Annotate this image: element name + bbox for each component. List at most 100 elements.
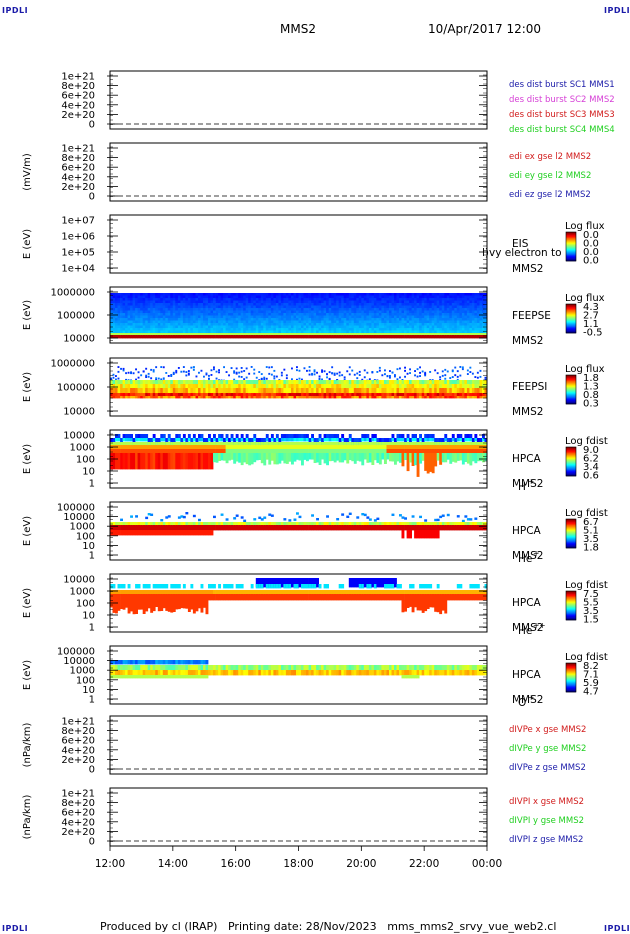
colorbar-swatch bbox=[566, 329, 576, 331]
colorbar-swatch bbox=[566, 382, 576, 384]
colorbar-swatch bbox=[566, 672, 576, 675]
colorbar-swatch bbox=[566, 391, 576, 394]
colorbar-swatch bbox=[566, 456, 576, 459]
panel-eis: 1e+07 1e+06 1e+05 1e+04 E (eV) EIS MMS2 l)vy el… bbox=[22, 214, 605, 275]
colorbar-swatch bbox=[566, 450, 576, 453]
colorbar-swatch bbox=[566, 535, 576, 538]
colorbar-swatch bbox=[566, 688, 576, 690]
y-tick-label: 100 bbox=[76, 531, 95, 542]
y-tick-label: 100000 bbox=[57, 383, 95, 394]
colorbar-swatch bbox=[566, 466, 576, 468]
colorbar-swatch bbox=[566, 663, 576, 665]
colorbar-swatch bbox=[566, 256, 576, 258]
colorbar-title: Log flux bbox=[565, 221, 605, 232]
panel-frame bbox=[109, 645, 488, 705]
y-axis-label: E (eV) bbox=[22, 372, 33, 402]
colorbar-swatch bbox=[566, 320, 576, 323]
y-tick-label: 0 bbox=[89, 120, 95, 131]
y-tick-label: 1 bbox=[89, 551, 95, 562]
colorbar-swatch bbox=[566, 689, 576, 692]
species-charge: + bbox=[528, 693, 534, 702]
colorbar-swatch bbox=[566, 526, 576, 528]
colorbar-swatch bbox=[566, 666, 576, 669]
colorbar-swatch bbox=[566, 447, 576, 449]
colorbar-swatch bbox=[566, 304, 576, 306]
y-tick-label: 100000 bbox=[57, 503, 95, 514]
colorbar-swatch bbox=[566, 519, 576, 521]
colorbar-swatch bbox=[566, 677, 576, 679]
y-tick-label: 100 bbox=[76, 599, 95, 610]
colorbar-swatch bbox=[566, 671, 576, 673]
y-tick-label: 10000 bbox=[63, 575, 95, 586]
y-tick-label: 10 bbox=[82, 611, 95, 622]
colorbar-tick-label: 0.0 bbox=[583, 239, 599, 250]
y-tick-label: 2e+20 bbox=[61, 110, 95, 121]
colorbar-tick-label: 9.0 bbox=[583, 445, 599, 456]
colorbar-swatch bbox=[566, 612, 576, 615]
y-tick-label: 4e+20 bbox=[61, 745, 95, 756]
species-label: He bbox=[518, 625, 532, 637]
colorbar-swatch bbox=[566, 667, 576, 670]
spacecraft-title: MMS2 bbox=[280, 22, 316, 36]
colorbar-swatch bbox=[566, 255, 576, 257]
colorbar-swatch bbox=[566, 670, 576, 672]
colorbar-title: Log flux bbox=[565, 293, 605, 304]
colorbar-swatch bbox=[566, 257, 576, 259]
y-tick-label: 1000 bbox=[70, 587, 95, 598]
colorbar-swatch bbox=[566, 614, 576, 616]
colorbar-swatch bbox=[566, 473, 576, 476]
instrument-label: FEEPSI bbox=[512, 381, 547, 393]
legend-entry: des dist burst SC2 MMS2 bbox=[509, 95, 615, 105]
colorbar-swatch bbox=[566, 232, 576, 234]
colorbar-swatch bbox=[566, 451, 576, 454]
y-axis-label: E (eV) bbox=[22, 588, 33, 618]
colorbar-swatch bbox=[566, 534, 576, 537]
y-tick-label: 1e+21 bbox=[61, 789, 95, 800]
colorbar-swatch bbox=[566, 678, 576, 681]
colorbar-frame bbox=[565, 590, 577, 621]
colorbar-swatch bbox=[566, 545, 576, 548]
y-axis-label: E (eV) bbox=[22, 229, 33, 259]
y-tick-label: 1e+21 bbox=[61, 717, 95, 728]
colorbar-swatch bbox=[566, 606, 576, 609]
y-tick-label: 1e+05 bbox=[61, 248, 95, 259]
colorbar-swatch bbox=[566, 400, 576, 402]
footer-produced-by: Produced by cl (IRAP) bbox=[100, 920, 218, 933]
colorbar-swatch bbox=[566, 611, 576, 613]
colorbar-swatch bbox=[566, 395, 576, 397]
y-tick-label: 6e+20 bbox=[61, 808, 95, 819]
corner-label-bl: IPDLI bbox=[2, 924, 29, 933]
colorbar-swatch bbox=[566, 539, 576, 541]
colorbar-swatch bbox=[566, 687, 576, 689]
colorbar-swatch bbox=[566, 246, 576, 248]
corner-label-tl: IPDLI bbox=[2, 6, 29, 15]
colorbar-swatch bbox=[566, 453, 576, 455]
colorbar-tick-label: 6.7 bbox=[583, 517, 599, 528]
colorbar-swatch bbox=[566, 324, 576, 326]
colorbar-swatch bbox=[566, 457, 576, 460]
colorbar-swatch bbox=[566, 388, 576, 390]
colorbar-swatch bbox=[566, 461, 576, 463]
colorbar-swatch bbox=[566, 595, 576, 598]
colorbar-tick-label: 0.3 bbox=[583, 399, 599, 410]
colorbar-swatch bbox=[566, 242, 576, 245]
colorbar-swatch bbox=[566, 319, 576, 322]
colorbar-tick-label: 5.5 bbox=[583, 598, 599, 609]
colorbar-swatch bbox=[566, 258, 576, 261]
footer-script-name: mms_mms2_srvy_vue_web2.cl bbox=[387, 920, 557, 933]
colorbar-tick-label: 1.5 bbox=[583, 615, 599, 626]
y-axis-label: (nPa/km) bbox=[22, 795, 33, 840]
colorbar-swatch bbox=[566, 233, 576, 235]
colorbar-tick-label: 1.3 bbox=[583, 382, 599, 393]
colorbar-swatch bbox=[566, 398, 576, 400]
colorbar-swatch bbox=[566, 384, 576, 387]
colorbar-swatch bbox=[566, 542, 576, 544]
colorbar-swatch bbox=[566, 402, 576, 405]
y-tick-label: 1e+07 bbox=[61, 216, 95, 227]
colorbar-tick-label: 4.7 bbox=[583, 687, 599, 698]
colorbar-tick-label: 3.4 bbox=[583, 462, 599, 473]
instrument-label: HPCA bbox=[512, 453, 542, 465]
colorbar-swatch bbox=[566, 394, 576, 396]
